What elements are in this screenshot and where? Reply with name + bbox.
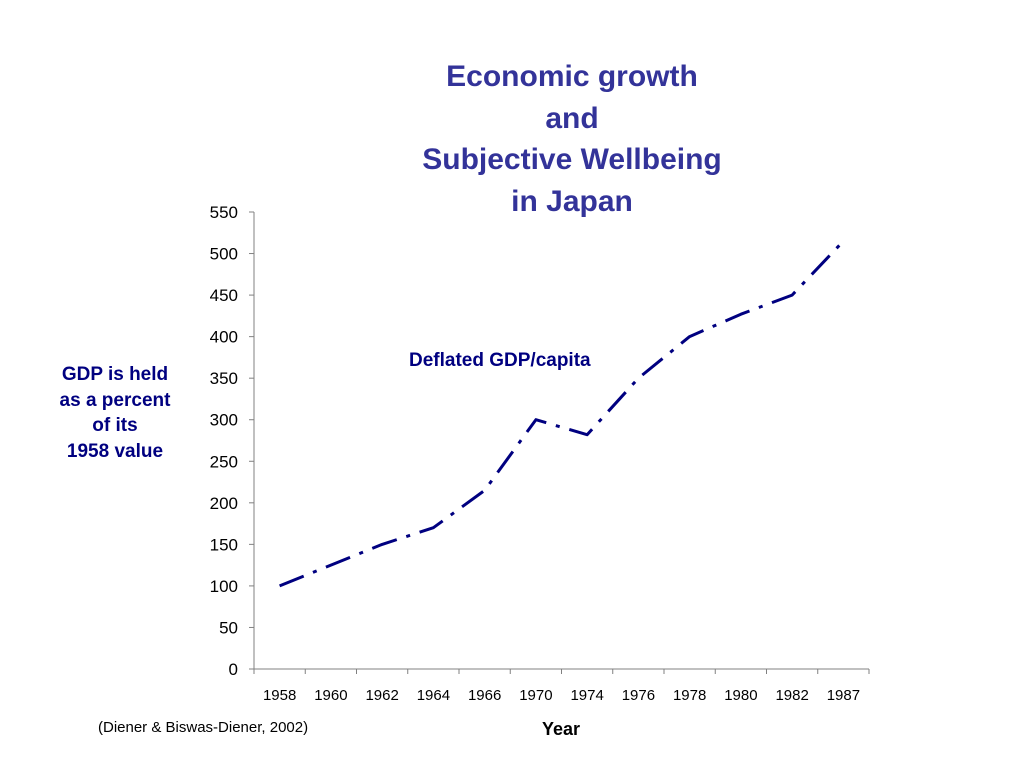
title-line: Economic growth: [446, 60, 698, 93]
x-tick-label: 1980: [724, 687, 757, 704]
y-tick-label: 450: [210, 286, 238, 305]
y-tick-label: 300: [210, 411, 238, 430]
x-tick-label: 1978: [673, 687, 706, 704]
y-axis-label: GDP is held as a percent of its 1958 val…: [42, 362, 188, 464]
x-tick-label: 1970: [519, 687, 552, 704]
title-line: in Japan: [511, 184, 633, 218]
series-line-gdp: [279, 240, 845, 588]
series-label: Deflated GDP/capita: [409, 350, 591, 371]
y-axis-label-line: of its: [92, 415, 138, 436]
x-tick-label: 1987: [827, 687, 860, 704]
y-tick-label: 200: [210, 494, 238, 513]
chart-title: Economic growth and Subjective Wellbeing…: [372, 56, 772, 222]
x-tick-label: 1974: [570, 687, 603, 704]
y-tick-label: 150: [210, 535, 238, 554]
source-citation: (Diener & Biswas-Diener, 2002): [98, 719, 309, 736]
x-tick-label: 1982: [775, 687, 808, 704]
x-tick-label: 1976: [622, 687, 655, 704]
y-axis-label-line: 1958 value: [66, 440, 164, 462]
y-tick-label: 500: [210, 245, 238, 264]
y-axis-label-line: GDP is held: [61, 364, 169, 385]
x-tick-label: 1964: [417, 687, 450, 704]
y-tick-label: 50: [219, 618, 238, 637]
title-line: and: [545, 101, 599, 135]
x-tick-label: 1958: [263, 687, 296, 704]
y-tick-label: 250: [210, 452, 238, 471]
title-line: Subjective Wellbeing: [422, 143, 722, 176]
x-axis-label: Year: [541, 719, 581, 739]
y-tick-label: 0: [229, 660, 238, 679]
y-tick-label: 550: [210, 203, 238, 222]
y-axis-label-line: as a percent: [59, 389, 171, 411]
x-tick-label: 1966: [468, 687, 501, 704]
x-tick-label: 1960: [314, 687, 347, 704]
x-tick-label: 1962: [365, 687, 398, 704]
y-tick-label: 100: [210, 577, 238, 596]
y-tick-label: 400: [210, 328, 238, 347]
y-tick-label: 350: [210, 369, 238, 388]
